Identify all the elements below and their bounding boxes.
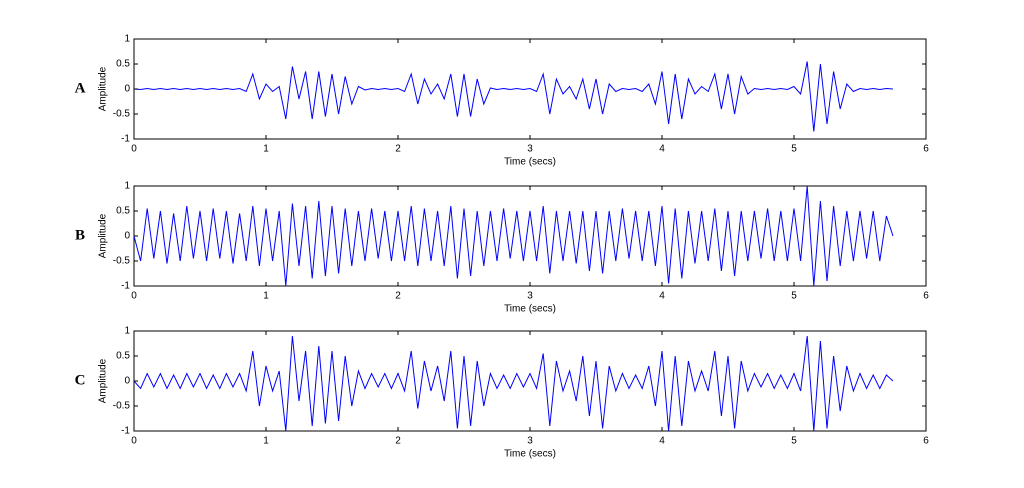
x-tick-label: 2 xyxy=(395,436,401,447)
x-tick-label: 6 xyxy=(923,144,929,155)
x-tick-label: 6 xyxy=(923,291,929,302)
y-tick-label: 1 xyxy=(124,326,130,337)
x-tick-label: 2 xyxy=(395,144,401,155)
x-tick-label: 5 xyxy=(791,144,797,155)
y-tick-label: -1 xyxy=(121,426,130,437)
x-axis-label: Time (secs) xyxy=(504,449,556,460)
y-tick-label: -0.5 xyxy=(113,109,131,120)
x-axis-label: Time (secs) xyxy=(504,157,556,168)
x-axis-label: Time (secs) xyxy=(504,304,556,315)
x-tick-label: 3 xyxy=(527,436,533,447)
y-tick-label: 1 xyxy=(124,34,130,45)
x-tick-label: 6 xyxy=(923,436,929,447)
x-tick-label: 0 xyxy=(131,436,137,447)
x-tick-label: 4 xyxy=(659,436,665,447)
y-tick-label: -1 xyxy=(121,281,130,292)
y-tick-label: 0 xyxy=(124,376,130,387)
waveform xyxy=(133,61,894,132)
x-tick-label: 5 xyxy=(791,436,797,447)
panel-letter: C xyxy=(75,372,86,388)
panel-letter: B xyxy=(75,227,85,243)
y-axis-label: Amplitude xyxy=(98,66,109,111)
x-tick-label: 4 xyxy=(659,291,665,302)
x-tick-label: 5 xyxy=(791,291,797,302)
x-tick-label: 4 xyxy=(659,144,665,155)
waveform xyxy=(133,185,894,287)
plot-frame xyxy=(133,330,927,432)
x-tick-label: 2 xyxy=(395,291,401,302)
y-tick-label: 0.5 xyxy=(116,206,130,217)
y-tick-label: -0.5 xyxy=(113,256,131,267)
y-axis-label: Amplitude xyxy=(98,358,109,403)
x-tick-label: 1 xyxy=(263,144,269,155)
y-tick-label: 0.5 xyxy=(116,59,130,70)
waveform xyxy=(133,335,894,432)
y-tick-label: 0.5 xyxy=(116,351,130,362)
x-tick-label: 3 xyxy=(527,291,533,302)
plot-frame xyxy=(133,185,927,287)
y-tick-label: -1 xyxy=(121,134,130,145)
y-axis-label: Amplitude xyxy=(98,213,109,258)
x-tick-label: 1 xyxy=(263,291,269,302)
x-tick-label: 1 xyxy=(263,436,269,447)
x-tick-label: 3 xyxy=(527,144,533,155)
y-tick-label: 0 xyxy=(124,84,130,95)
x-tick-label: 0 xyxy=(131,291,137,302)
y-tick-label: 0 xyxy=(124,231,130,242)
y-tick-label: 1 xyxy=(124,181,130,192)
y-tick-label: -0.5 xyxy=(113,401,131,412)
x-tick-label: 0 xyxy=(131,144,137,155)
panel-letter: A xyxy=(75,80,86,96)
